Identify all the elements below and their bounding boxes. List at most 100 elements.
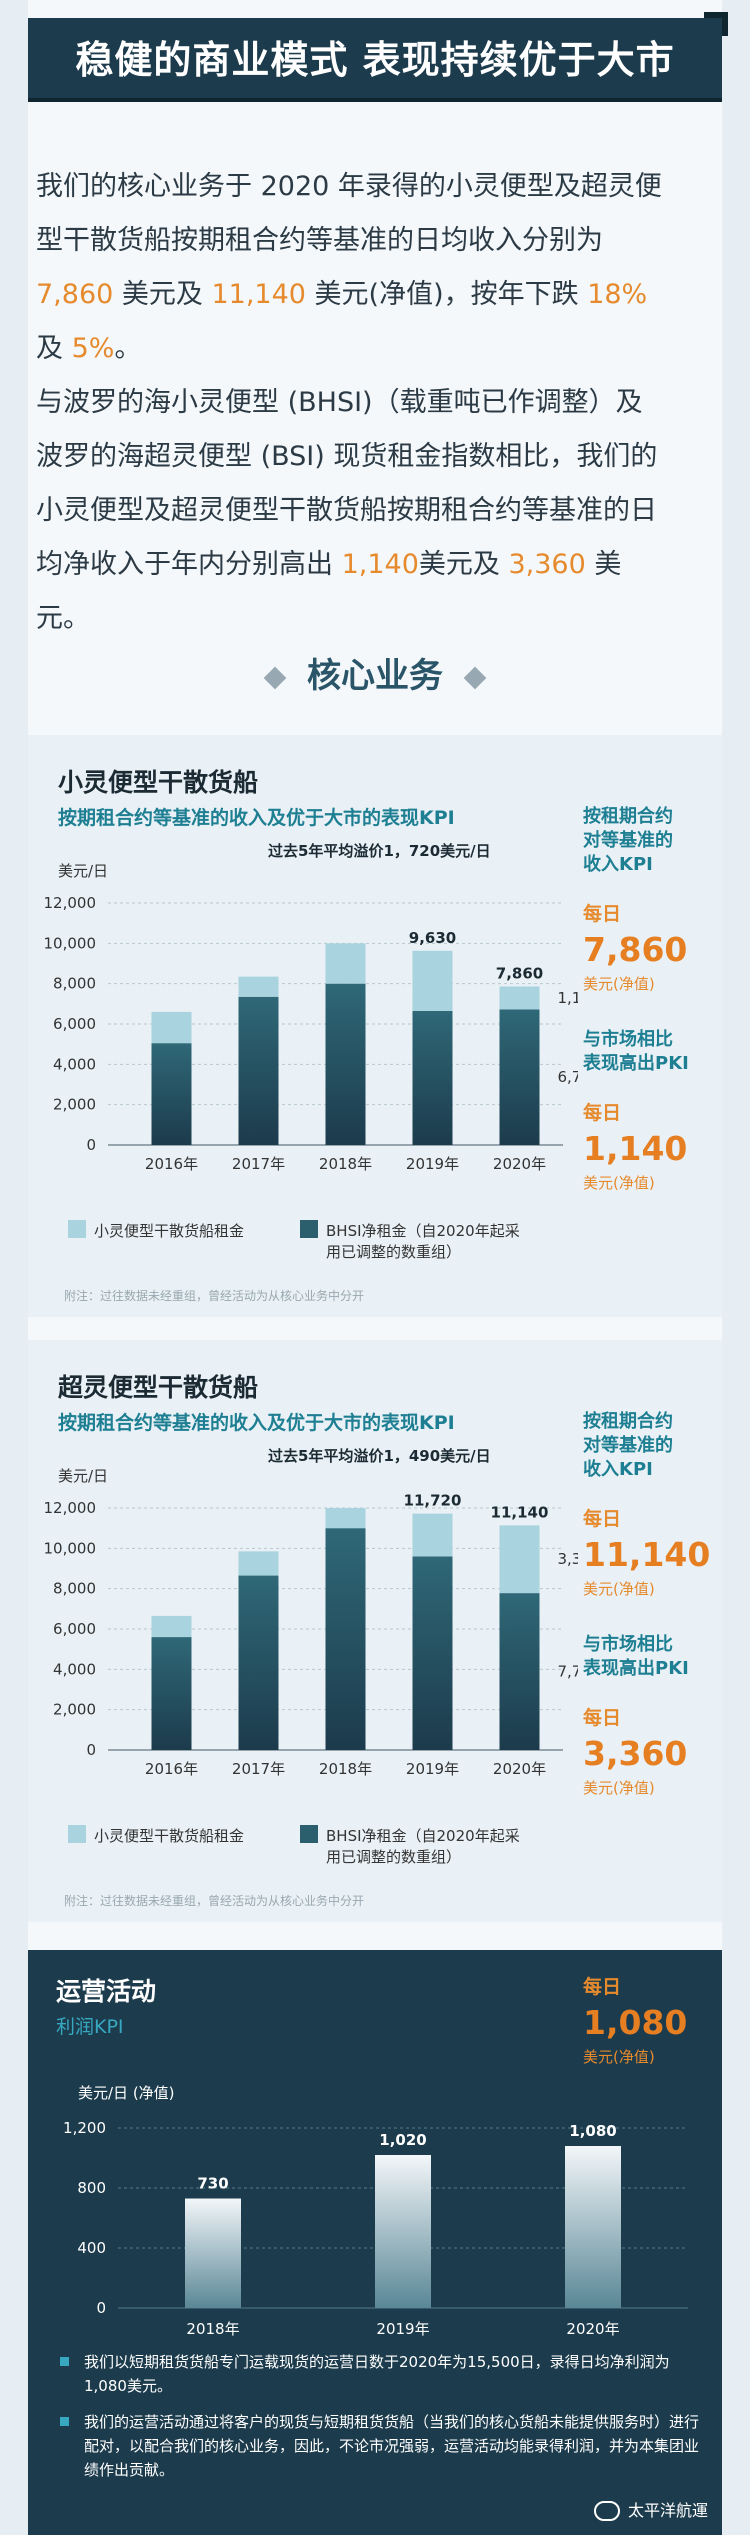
- y-tick-label: 400: [77, 2239, 106, 2257]
- bullet-icon: [60, 2417, 69, 2426]
- y-tick-label: 4,000: [53, 1055, 96, 1073]
- intro-text-7: 美元及: [418, 549, 509, 580]
- operating-bullet-1: 我们以短期租货货船专门运载现货的运营日数于2020年为15,500日，录得日均净…: [60, 2350, 700, 2398]
- y-tick-label: 0: [86, 1136, 96, 1154]
- bar-dark-segment: [151, 1043, 192, 1145]
- handysize-kpi: 按租期合约 对等基准的 收入KPI 每日 7,860 美元(净值) 与市场相比 …: [583, 805, 733, 1193]
- y-tick-label: 2,000: [53, 1096, 96, 1114]
- handysize-unit: 美元/日: [58, 862, 109, 880]
- section-heading: 核心业务: [0, 648, 750, 697]
- handysize-kpi2-unit: 美元(净值): [583, 1174, 655, 1192]
- y-tick-label: 4,000: [53, 1660, 96, 1678]
- handysize-kpi2-label-1: 与市场相比: [583, 1029, 673, 1050]
- total-label: 7,860: [496, 964, 543, 982]
- chat-bubble-icon: [593, 2501, 620, 2521]
- supramax-panel: 超灵便型干散货船 按期租合约等基准的收入及优于大市的表现KPI 过去5年平均溢价…: [28, 1340, 722, 1922]
- supramax-kpi1-daily: 每日: [583, 1508, 622, 1530]
- supramax-legend-light: 小灵便型干散货船租金: [68, 1825, 244, 1846]
- y-tick-label: 0: [86, 1741, 96, 1759]
- bar-light-segment: [238, 1551, 279, 1576]
- supramax-kpi1-unit: 美元(净值): [583, 1580, 655, 1598]
- supramax-title: 超灵便型干散货船: [58, 1373, 259, 1402]
- bar-dark-segment: [412, 1556, 453, 1750]
- handysize-title: 小灵便型干散货船: [58, 768, 259, 797]
- x-tick-label: 2020年: [493, 1760, 546, 1778]
- supramax-kpi1-value: 11,140: [583, 1535, 711, 1574]
- handysize-kpi1-label-3: 收入KPI: [583, 854, 653, 875]
- operating-kpi: 每日 1,080 美元(净值): [583, 1972, 687, 2067]
- operating-unit: 美元/日 (净值): [78, 2084, 175, 2102]
- supramax-kpi2-label-2: 表现高出PKI: [583, 1658, 689, 1679]
- supramax-kpi: 按租期合约 对等基准的 收入KPI 每日 11,140 美元(净值) 与市场相比…: [583, 1410, 733, 1798]
- handysize-kpi1-unit: 美元(净值): [583, 975, 655, 993]
- total-label: 11,140: [491, 1503, 549, 1521]
- value-label: 1,020: [379, 2131, 426, 2149]
- x-tick-label: 2016年: [145, 1155, 198, 1173]
- segment-label-dark: 6,720: [558, 1068, 579, 1086]
- supramax-chart: 0 2,000 4,000 6,000 8,000 10,000 12,000 2016年 20…: [44, 1492, 579, 1778]
- handysize-kpi1-label-2: 对等基准的: [583, 830, 673, 851]
- section-title: 核心业务: [307, 656, 443, 696]
- segment-label-dark: 7,780: [558, 1663, 579, 1681]
- bar-light-segment: [499, 1525, 540, 1594]
- legend-swatch-light: [68, 1220, 86, 1238]
- x-tick-label: 2018年: [319, 1760, 372, 1778]
- y-tick-label: 6,000: [53, 1620, 96, 1638]
- handysize-legend-dark: BHSI净租金（自2020年起采 用已调整的数重组）: [300, 1220, 520, 1262]
- intro-text-1: 我们的核心业务于 2020 年录得的小灵便型及超灵便型干散货船按期租合约等基准的…: [36, 171, 662, 256]
- y-tick-label: 6,000: [53, 1015, 96, 1033]
- x-tick-label: 2018年: [186, 2320, 239, 2338]
- bar: [565, 2146, 621, 2308]
- handysize-avg-note: 过去5年平均溢价1，720美元/日: [268, 842, 491, 860]
- supramax-kpi2-unit: 美元(净值): [583, 1779, 655, 1797]
- bar-dark-segment: [151, 1637, 192, 1750]
- y-tick-label: 12,000: [44, 1499, 97, 1517]
- handysize-kpi1-label-1: 按租期合约: [583, 806, 673, 827]
- operating-subtitle: 利润KPI: [56, 2016, 124, 2038]
- legend-label-light: 小灵便型干散货船租金: [94, 1827, 245, 1845]
- operating-chart: 0 400 800 1,200 730 2018年 1,020 2019年 1,080 2020年: [63, 2119, 688, 2338]
- bar: [375, 2155, 431, 2308]
- supramax-subtitle: 按期租合约等基准的收入及优于大市的表现KPI: [58, 1412, 455, 1434]
- intro-text-3: 美元(净值)，按年下跌: [305, 279, 588, 310]
- intro-text: 我们的核心业务于 2020 年录得的小灵便型及超灵便型干散货船按期租合约等基准的…: [36, 160, 666, 646]
- handysize-kpi2-label-2: 表现高出PKI: [583, 1053, 689, 1074]
- operating-kpi-daily: 每日: [583, 1976, 622, 1998]
- x-tick-label: 2020年: [493, 1155, 546, 1173]
- supramax-kpi1-label-1: 按租期合约: [583, 1411, 673, 1432]
- supramax-kpi2-value: 3,360: [583, 1734, 688, 1773]
- y-tick-label: 12,000: [44, 894, 97, 912]
- intro-value-decline-2: 5%: [71, 333, 115, 364]
- legend-swatch-dark: [300, 1220, 318, 1238]
- handysize-kpi1-value: 7,860: [583, 930, 688, 969]
- supramax-kpi2-label-1: 与市场相比: [583, 1634, 673, 1655]
- y-tick-label: 10,000: [44, 934, 97, 952]
- handysize-kpi1-daily: 每日: [583, 903, 622, 925]
- total-label: 11,720: [404, 1492, 462, 1510]
- segment-label-light: 3,300: [558, 1550, 579, 1568]
- intro-value-handysize: 7,860: [36, 279, 114, 310]
- supramax-kpi1-label-3: 收入KPI: [583, 1459, 653, 1480]
- y-tick-label: 8,000: [53, 975, 96, 993]
- intro-text-5: 。: [114, 333, 142, 364]
- bar-dark-segment: [499, 1593, 540, 1750]
- diamond-icon: [263, 666, 287, 689]
- operating-bullet-2-text: 我们的运营活动通过将客户的现货与短期租货货船（当我们的核心货船未能提供服务时）进…: [84, 2413, 700, 2479]
- bar-light-segment: [325, 943, 366, 984]
- legend-swatch-light: [68, 1825, 86, 1843]
- x-tick-label: 2016年: [145, 1760, 198, 1778]
- x-tick-label: 2020年: [566, 2320, 619, 2338]
- handysize-kpi2-value: 1,140: [583, 1129, 688, 1168]
- y-tick-label: 2,000: [53, 1701, 96, 1719]
- y-tick-label: 10,000: [44, 1539, 97, 1557]
- title-banner: 稳健的商业模式 表现持续优于大市: [28, 12, 728, 102]
- intro-text-4: 及: [36, 333, 72, 364]
- intro-text-8: 美元。: [36, 549, 622, 634]
- supramax-avg-note: 过去5年平均溢价1，490美元/日: [268, 1447, 491, 1465]
- x-tick-label: 2017年: [232, 1155, 285, 1173]
- x-tick-label: 2019年: [406, 1155, 459, 1173]
- bar-light-segment: [151, 1615, 192, 1638]
- operating-kpi-value: 1,080: [583, 2003, 688, 2042]
- bullet-icon: [60, 2357, 69, 2366]
- bar-dark-segment: [325, 983, 366, 1145]
